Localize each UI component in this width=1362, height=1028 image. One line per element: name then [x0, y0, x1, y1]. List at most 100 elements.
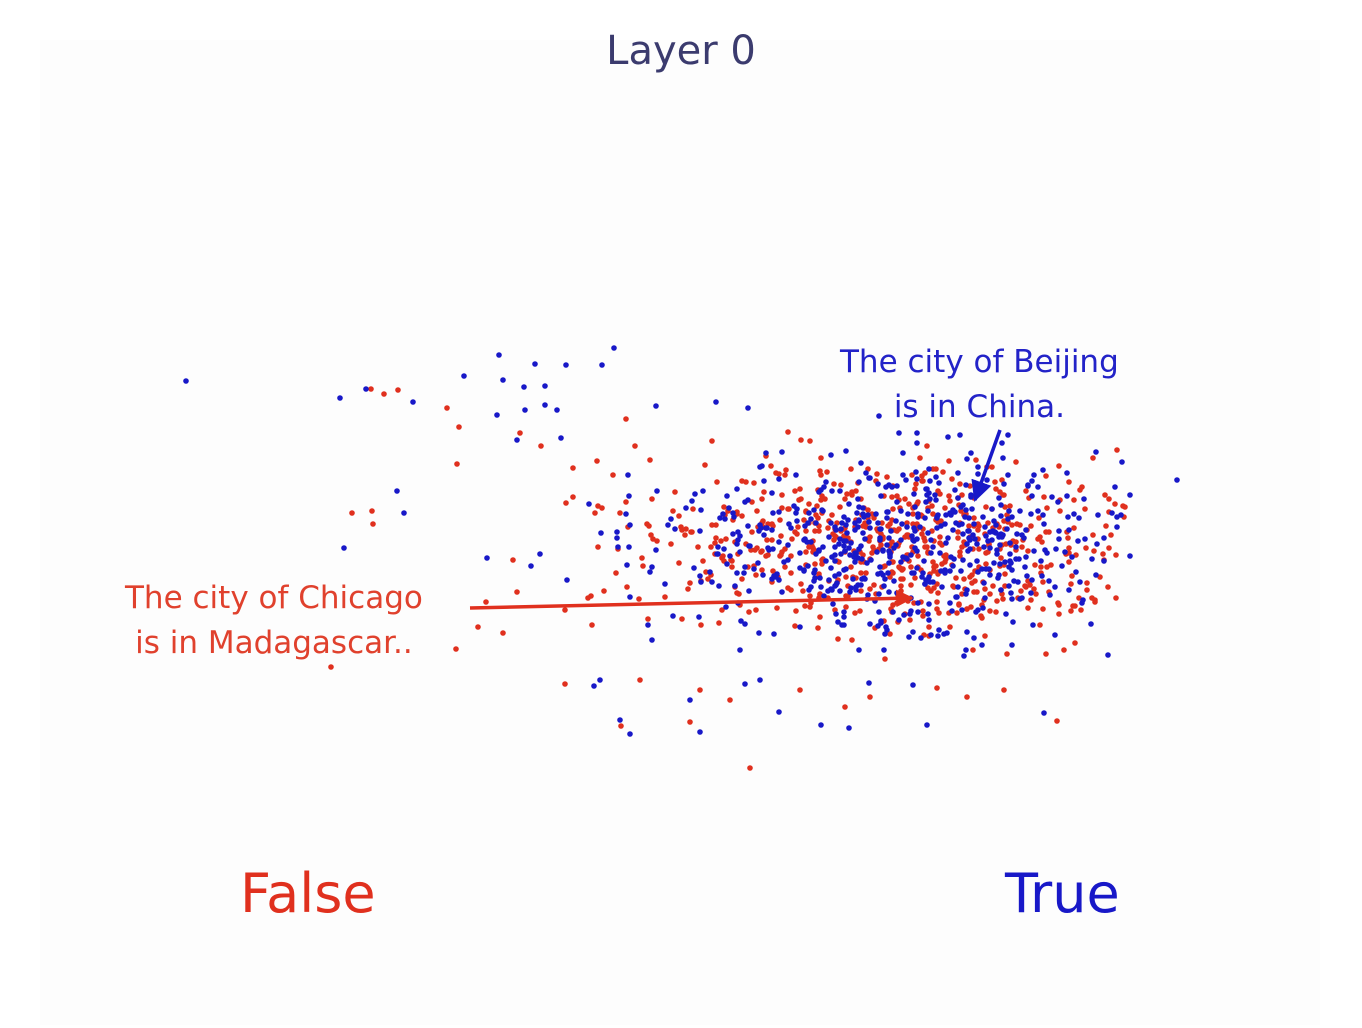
- true-point: [924, 722, 930, 728]
- false-point: [961, 576, 967, 582]
- false-point: [610, 472, 616, 478]
- true-point: [649, 637, 655, 643]
- false-point: [1069, 573, 1075, 579]
- true-point: [947, 568, 953, 574]
- false-point: [1028, 597, 1034, 603]
- true-point: [1066, 527, 1072, 533]
- true-point: [1112, 484, 1118, 490]
- true-point: [935, 633, 941, 639]
- false-point: [1004, 651, 1010, 657]
- false-point: [898, 583, 904, 589]
- false-point: [806, 544, 812, 550]
- false-point: [687, 580, 693, 586]
- true-point: [1049, 494, 1055, 500]
- false-point: [806, 501, 812, 507]
- false-point: [912, 575, 918, 581]
- true-point: [969, 506, 975, 512]
- true-point: [816, 489, 822, 495]
- true-point: [771, 573, 777, 579]
- false-point: [676, 513, 682, 519]
- false-point: [924, 443, 930, 449]
- false-point: [589, 622, 595, 628]
- false-point: [786, 506, 792, 512]
- true-point: [912, 504, 918, 510]
- false-point: [381, 391, 387, 397]
- true-point: [1040, 512, 1046, 518]
- false-point: [858, 588, 864, 594]
- true-point: [1008, 590, 1014, 596]
- true-point: [837, 488, 843, 494]
- true-point: [829, 587, 835, 593]
- true-point: [959, 607, 965, 613]
- false-point: [774, 605, 780, 611]
- true-point: [1093, 572, 1099, 578]
- false-point: [759, 567, 765, 573]
- true-point: [957, 432, 963, 438]
- true-point: [806, 510, 812, 516]
- false-point: [912, 486, 918, 492]
- true-point: [963, 647, 969, 653]
- false-point: [935, 488, 941, 494]
- true-point: [1015, 579, 1021, 585]
- false-point: [983, 561, 989, 567]
- true-point: [862, 536, 868, 542]
- false-point: [782, 472, 788, 478]
- false-point: [1106, 545, 1112, 551]
- true-point: [716, 583, 722, 589]
- true-point: [670, 613, 676, 619]
- true-point: [662, 581, 668, 587]
- true-point: [856, 479, 862, 485]
- false-point: [801, 517, 807, 523]
- false-point: [858, 570, 864, 576]
- false-point: [946, 493, 952, 499]
- true-point: [853, 584, 859, 590]
- true-point: [1052, 584, 1058, 590]
- true-point: [963, 507, 969, 513]
- true-point: [758, 525, 764, 531]
- true-point: [987, 545, 993, 551]
- true-point: [691, 565, 697, 571]
- false-point: [928, 588, 934, 594]
- true-point: [987, 572, 993, 578]
- true-point: [697, 528, 703, 534]
- false-point: [1032, 562, 1038, 568]
- true-point: [1076, 515, 1082, 521]
- false-point: [369, 508, 375, 514]
- false-point: [797, 486, 803, 492]
- true-point: [1006, 583, 1012, 589]
- true-point: [818, 722, 824, 728]
- false-point: [1071, 497, 1077, 503]
- true-point: [953, 520, 959, 526]
- true-point: [521, 384, 527, 390]
- true-point: [832, 544, 838, 550]
- true-point: [894, 499, 900, 505]
- false-point: [1068, 581, 1074, 587]
- true-point: [833, 611, 839, 617]
- true-point: [598, 530, 604, 536]
- true-point: [776, 509, 782, 515]
- true-point: [911, 570, 917, 576]
- true-point: [984, 477, 990, 483]
- true-point: [1029, 577, 1035, 583]
- false-point: [1113, 595, 1119, 601]
- true-point: [742, 499, 748, 505]
- false-point: [1100, 551, 1106, 557]
- true-point: [1030, 622, 1036, 628]
- true-point: [885, 570, 891, 576]
- true-point: [944, 630, 950, 636]
- true-point: [737, 533, 743, 539]
- true-point: [741, 570, 747, 576]
- true-point: [980, 605, 986, 611]
- false-point: [976, 546, 982, 552]
- true-point: [965, 548, 971, 554]
- true-point: [1038, 558, 1044, 564]
- true-point: [1127, 492, 1133, 498]
- true-point: [911, 491, 917, 497]
- true-point: [974, 558, 980, 564]
- true-point: [514, 437, 520, 443]
- true-point: [737, 549, 743, 555]
- true-point: [791, 503, 797, 509]
- true-point: [665, 522, 671, 528]
- false-point: [570, 494, 576, 500]
- true-point: [1118, 512, 1124, 518]
